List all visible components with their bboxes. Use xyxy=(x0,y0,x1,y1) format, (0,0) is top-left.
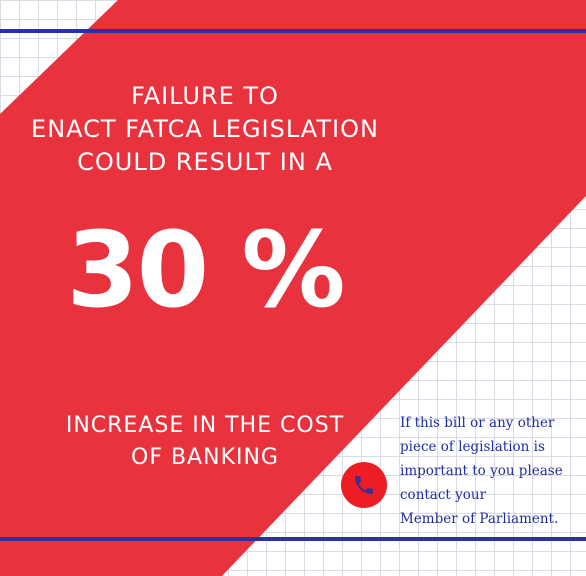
contact-message: If this bill or any other piece of legis… xyxy=(400,411,586,531)
headline-line-2: ENACT FATCA LEGISLATION xyxy=(31,115,379,143)
contact-line-3: important to you please xyxy=(400,463,563,479)
subline: INCREASE IN THE COST OF BANKING xyxy=(0,410,410,474)
subline-line-1: INCREASE IN THE COST xyxy=(65,413,345,438)
big-percentage: 30 % xyxy=(66,209,345,331)
headline-line-1: FAILURE TO xyxy=(131,82,279,110)
phone-icon-glyph xyxy=(355,476,373,494)
phone-icon xyxy=(341,462,387,508)
contact-line-5: Member of Parliament. xyxy=(400,511,559,527)
contact-line-2: piece of legislation is xyxy=(400,439,545,455)
headline-line-3: COULD RESULT IN A xyxy=(77,148,333,176)
contact-line-1: If this bill or any other xyxy=(400,415,555,431)
headline: FAILURE TO ENACT FATCA LEGISLATION COULD… xyxy=(0,80,410,179)
bottom-blue-line xyxy=(0,537,586,541)
top-blue-line xyxy=(0,29,586,33)
subline-line-2: OF BANKING xyxy=(131,445,279,470)
contact-line-4: contact your xyxy=(400,487,487,503)
